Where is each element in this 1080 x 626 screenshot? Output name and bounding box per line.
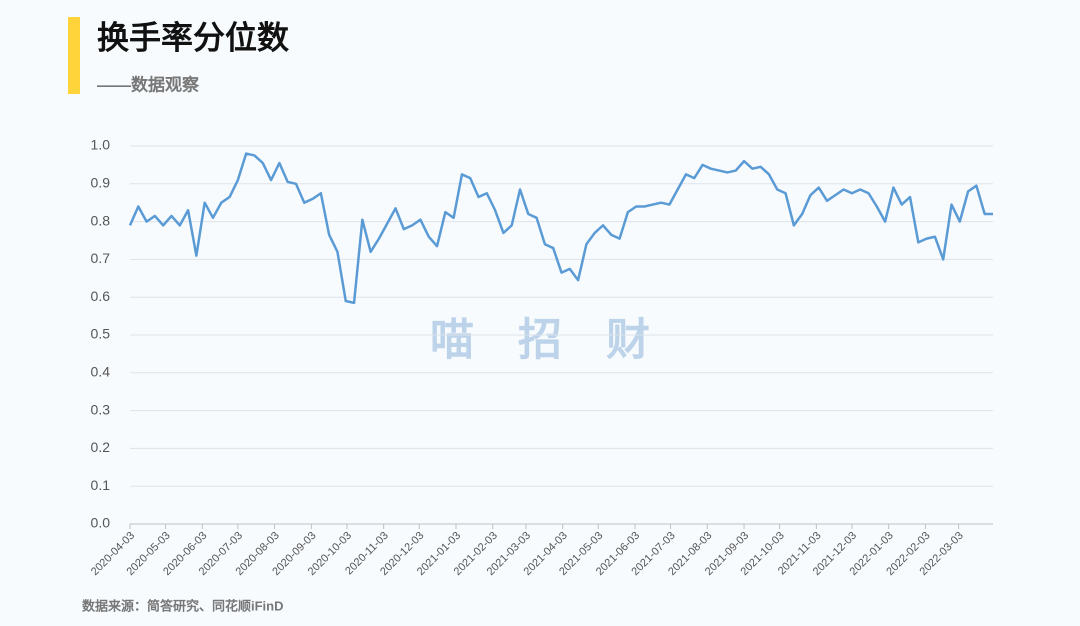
y-tick-label: 0.6 [91, 288, 111, 304]
y-tick-label: 0.9 [91, 175, 111, 191]
y-tick-label: 0.5 [91, 326, 111, 342]
title-accent [68, 17, 80, 94]
y-tick-label: 0.3 [91, 401, 111, 417]
y-tick-label: 0.0 [91, 515, 111, 531]
y-tick-label: 0.1 [91, 477, 111, 493]
source-note: 数据来源：简答研究、同花顺iFinD [82, 598, 284, 613]
y-tick-label: 0.8 [91, 212, 111, 228]
chart-title: 换手率分位数 [97, 19, 290, 55]
y-tick-label: 0.7 [91, 250, 111, 266]
watermark: 喵 招 财 [430, 316, 650, 365]
y-tick-label: 1.0 [91, 137, 111, 153]
y-tick-label: 0.2 [91, 439, 111, 455]
line-series [128, 152, 993, 305]
y-tick-label: 0.4 [91, 364, 111, 380]
subtitle: ——数据观察 [97, 74, 200, 94]
